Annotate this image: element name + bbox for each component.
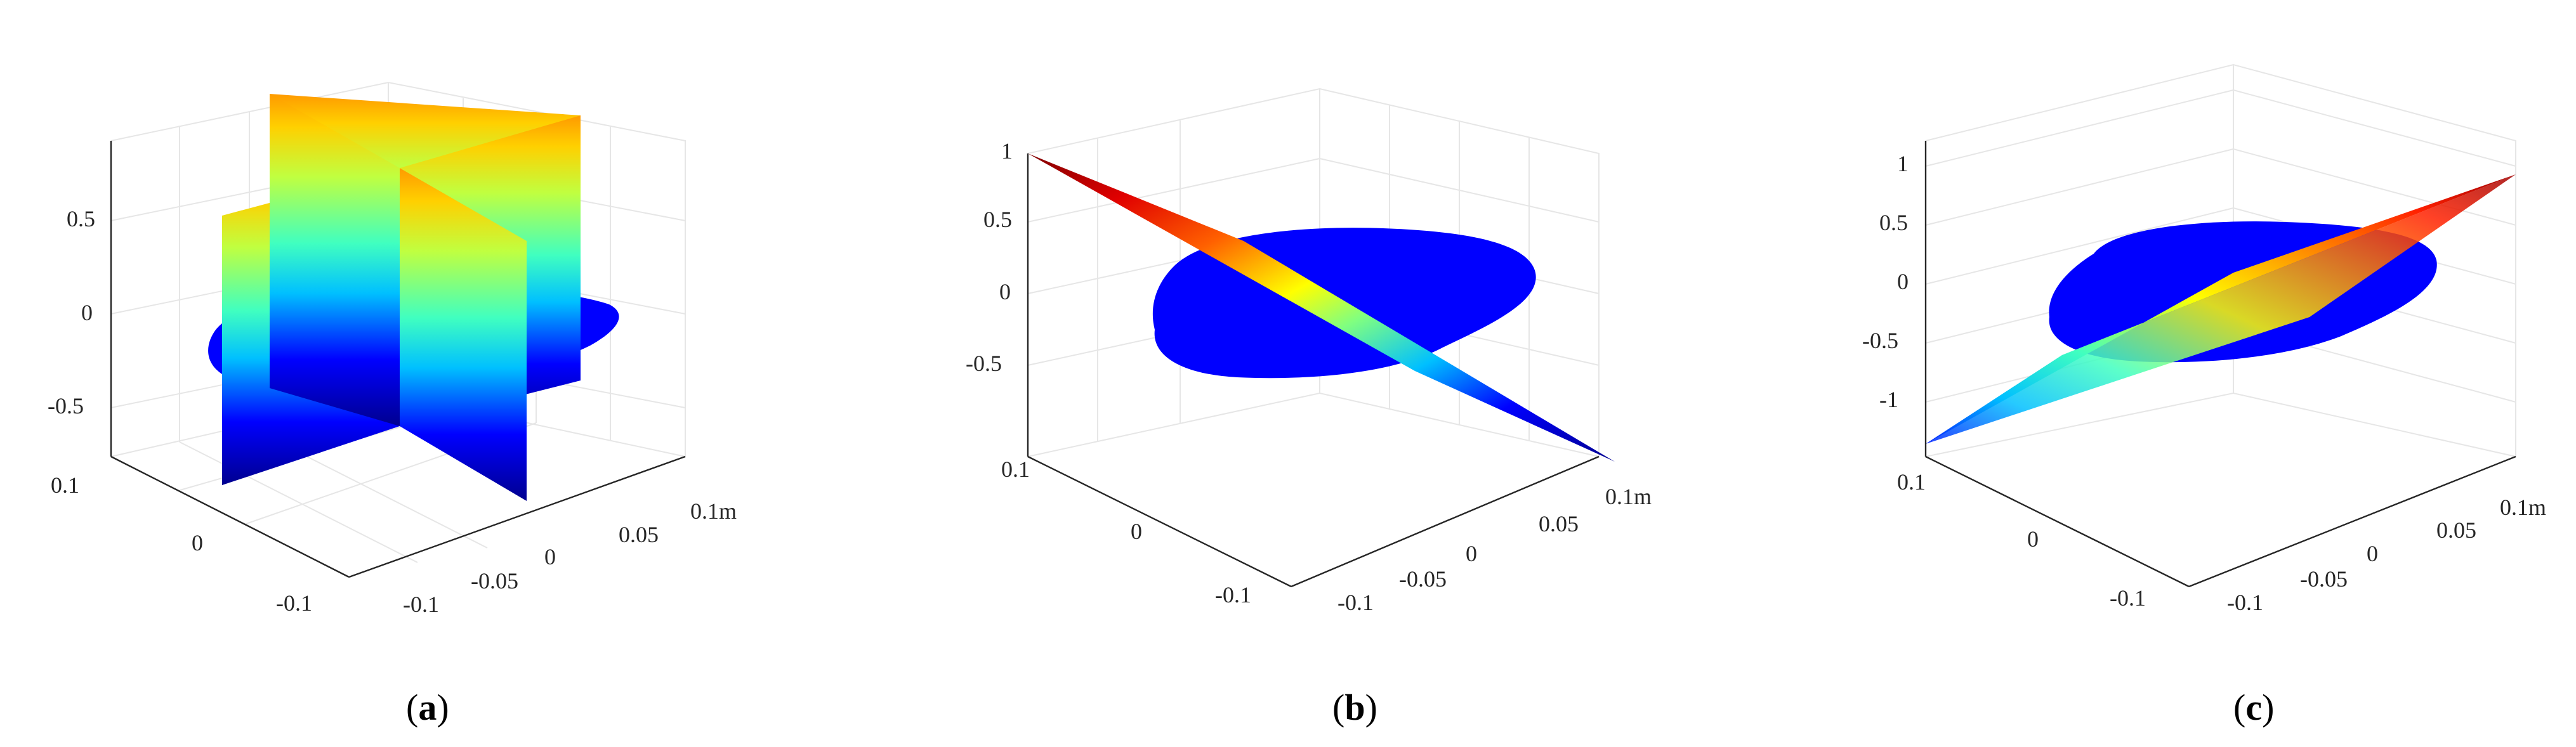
panel-b-z-ticks: 1 0.5 0 -0.5 <box>966 138 1013 376</box>
panel-a-x-tick: -0.05 <box>471 568 518 594</box>
panel-a-plane-bottom <box>400 168 527 501</box>
panel-b: 1 0.5 0 -0.5 0.1 0 -0.1 -0.1 -0.05 0 0.0… <box>966 88 1652 728</box>
panel-b-x-tick: -0.05 <box>1399 566 1447 592</box>
panel-a-y-ticks: 0.1 0 -0.1 <box>51 472 312 616</box>
panel-c-x-tick: -0.1 <box>2227 590 2263 615</box>
panel-b-x-tick: -0.1 <box>1337 590 1374 615</box>
panel-b-x-tick: 0 <box>1466 541 1477 566</box>
panel-b-plane <box>1028 153 1615 462</box>
panel-c-y-ticks: 0.1 0 -0.1 <box>1897 469 2146 611</box>
panel-a-x-tick-max: 0.1 <box>690 498 719 524</box>
panel-c-x-tick: 0.1m <box>2500 495 2546 520</box>
panel-c-y-tick: -0.1 <box>2110 585 2146 611</box>
panel-b-z-tick: -0.5 <box>966 351 1002 376</box>
panel-a-z-tick: 0.5 <box>67 206 95 231</box>
panel-b-z-tick: 0 <box>999 279 1011 304</box>
panel-a-plane-left <box>270 94 400 426</box>
panel-c-x-tick: 0.05 <box>2436 517 2476 543</box>
panel-c-y-tick: 0.1 <box>1897 469 1926 495</box>
panel-b-y-tick: 0 <box>1131 519 1142 544</box>
panel-c-x-tick: 0 <box>2367 541 2378 566</box>
panel-c-x-unit: m <box>2528 495 2546 520</box>
panel-c-plane-front <box>1926 174 2516 444</box>
panel-a-z-tick: 0 <box>81 300 93 325</box>
panel-b-x-ticks: -0.1 -0.05 0 0.05 0.1m <box>1337 484 1652 615</box>
panel-b-y-tick: -0.1 <box>1215 582 1251 607</box>
panel-c-x-tick-max: 0.1 <box>2500 495 2528 520</box>
panel-c-axes <box>1924 141 2516 588</box>
panel-b-z-tick: 0.5 <box>983 207 1012 232</box>
panel-a-x-tick: -0.1 <box>403 592 439 617</box>
panel-b-z-tick: 1 <box>1001 138 1013 164</box>
panel-a-caption: (a) <box>406 687 449 728</box>
panel-c-z-tick: 0.5 <box>1879 210 1908 235</box>
panel-a-x-tick: 0 <box>544 544 556 569</box>
panel-b-x-tick: 0.05 <box>1539 511 1579 536</box>
panel-c-z-tick: 0 <box>1897 269 1909 294</box>
panel-c-z-tick: 1 <box>1897 151 1909 176</box>
panel-c-x-tick: -0.05 <box>2300 566 2348 592</box>
panel-a-y-tick: -0.1 <box>276 590 312 616</box>
panel-b-x-tick: 0.1m <box>1605 484 1652 509</box>
panel-b-caption: (b) <box>1332 687 1377 728</box>
panel-c: 1 0.5 0 -0.5 -1 0.1 0 -0.1 -0.1 -0.05 0 … <box>1862 63 2546 728</box>
panel-a-z-ticks: 0.5 0 -0.5 <box>48 206 95 419</box>
panel-c-z-tick: -1 <box>1879 387 1898 412</box>
panel-a-x-ticks: -0.1 -0.05 0 0.05 0.1m <box>403 498 737 617</box>
panel-b-y-ticks: 0.1 0 -0.1 <box>1001 457 1251 607</box>
panel-a-y-tick: 0 <box>192 530 203 555</box>
panel-c-x-ticks: -0.1 -0.05 0 0.05 0.1m <box>2227 495 2546 615</box>
panel-b-axes <box>1027 153 1600 588</box>
panel-c-z-tick: -0.5 <box>1862 328 1898 353</box>
panel-a-axes <box>110 141 686 578</box>
panel-b-x-tick-max: 0.1 <box>1605 484 1634 509</box>
panel-a-x-tick: 0.05 <box>619 522 659 547</box>
panel-c-caption: (c) <box>2233 687 2274 728</box>
panel-c-y-tick: 0 <box>2027 526 2039 552</box>
panel-a-y-tick: 0.1 <box>51 472 79 498</box>
panel-b-x-unit: m <box>1634 484 1652 509</box>
panel-a-x-unit: m <box>719 498 737 524</box>
panel-a-x-tick: 0.1m <box>690 498 737 524</box>
panel-a-z-tick: -0.5 <box>48 393 84 419</box>
panel-b-y-tick: 0.1 <box>1001 457 1030 482</box>
panel-a: 0.5 0 -0.5 0.1 0 -0.1 -0.1 -0.05 0 0.05 … <box>48 81 737 728</box>
panel-c-z-ticks: 1 0.5 0 -0.5 -1 <box>1862 151 1909 412</box>
